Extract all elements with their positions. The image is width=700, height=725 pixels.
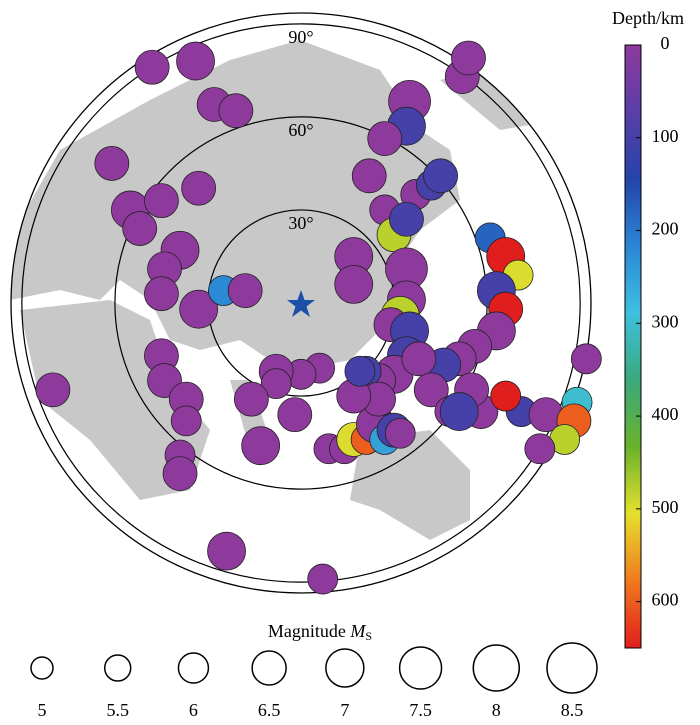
earthquake (94, 146, 130, 181)
size-legend-label: 8 (492, 700, 501, 720)
earthquake (277, 397, 313, 433)
earthquake (451, 40, 486, 76)
ring-label: 30° (288, 213, 313, 233)
earthquake (162, 456, 198, 491)
size-legend-label: 7 (340, 700, 349, 720)
colorbar-tick-label: 200 (652, 219, 679, 239)
size-legend-label: 6.5 (258, 700, 281, 720)
colorbar-tick-label: 0 (661, 33, 670, 53)
earthquake (524, 433, 556, 465)
colorbar-label: Depth/km (612, 8, 684, 28)
earthquake (351, 158, 387, 194)
center-star (287, 290, 315, 317)
earthquake (307, 563, 339, 595)
colorbar-tick-label: 300 (652, 311, 679, 331)
earthquake (176, 41, 215, 81)
earthquake (134, 49, 170, 85)
size-legend-circle (30, 656, 54, 680)
colorbar-tick-label: 400 (652, 404, 679, 424)
earthquake (207, 531, 246, 571)
earthquake (181, 170, 217, 206)
earthquake (367, 121, 403, 157)
earthquake (179, 289, 219, 329)
ring-label: 90° (288, 27, 313, 47)
earthquake (170, 405, 202, 437)
earthquake (35, 372, 71, 408)
distance-ring (21, 23, 581, 583)
earthquake (570, 343, 602, 375)
size-legend-title: Magnitude MS (268, 621, 372, 643)
size-legend-label: 5 (38, 700, 47, 720)
size-legend-circle (251, 650, 287, 686)
ring-label: 60° (288, 120, 313, 140)
earthquake (218, 93, 254, 129)
earthquake (144, 276, 179, 312)
outer-boundary (10, 12, 592, 594)
colorbar-tick-label: 100 (652, 126, 679, 146)
size-legend-circle (472, 644, 521, 692)
size-legend-circle (398, 646, 443, 690)
earthquake (384, 417, 416, 449)
size-legend-circle (103, 654, 132, 682)
earthquake (413, 372, 449, 408)
earthquake (334, 264, 374, 304)
earthquake (401, 341, 437, 377)
size-legend-circle (177, 652, 210, 684)
colorbar-tick-label: 500 (652, 497, 679, 517)
size-legend-label: 8.5 (561, 700, 584, 720)
colorbar (624, 44, 642, 649)
earthquake (241, 426, 281, 466)
size-legend-label: 7.5 (409, 700, 432, 720)
colorbar-tick-label: 600 (652, 590, 679, 610)
earthquake (227, 273, 263, 308)
earthquake (439, 392, 479, 431)
earthquake (490, 380, 522, 412)
earthquake (233, 381, 269, 417)
earthquake (344, 355, 376, 387)
size-legend-circle (325, 648, 365, 688)
earthquake (423, 158, 458, 194)
size-legend-label: 6 (189, 700, 198, 720)
earthquake (260, 368, 292, 400)
earthquake (144, 183, 179, 219)
earthquake (389, 201, 424, 237)
size-legend-label: 5.5 (106, 700, 129, 720)
size-legend-circle (546, 642, 598, 694)
earthquake (122, 211, 158, 246)
